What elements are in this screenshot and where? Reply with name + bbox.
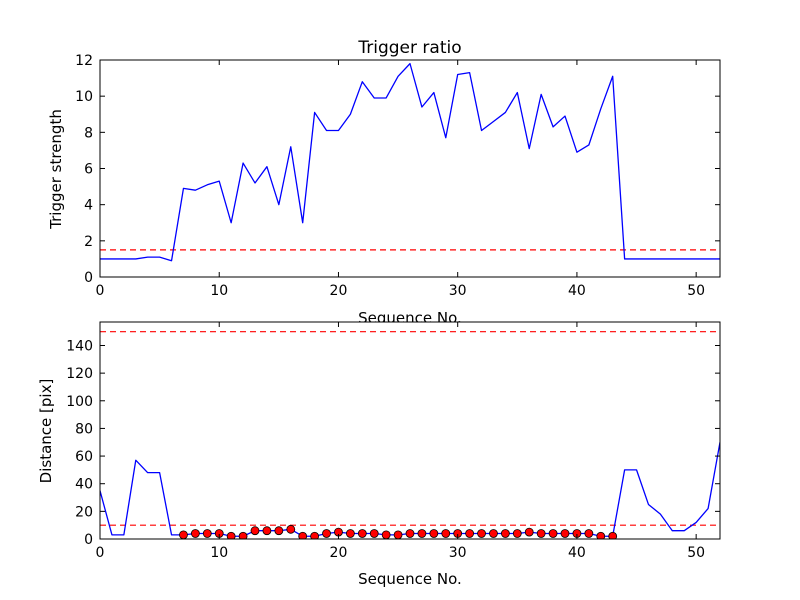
- data-point: [238, 531, 248, 539]
- x-tick-label: 0: [96, 283, 105, 299]
- axes-frame: [99, 321, 721, 540]
- y-tick-label: 120: [66, 366, 93, 382]
- y-tick-label: 4: [84, 198, 93, 214]
- y-axis-label: Distance [pix]: [37, 379, 55, 484]
- y-tick-label: 20: [75, 504, 93, 520]
- data-point: [322, 529, 331, 538]
- data-point: [405, 529, 415, 538]
- data-point: [190, 529, 200, 538]
- data-point: [584, 529, 594, 538]
- data-point: [512, 529, 522, 538]
- data-point: [262, 526, 272, 536]
- x-tick-label: 50: [687, 545, 705, 561]
- y-tick-label: 140: [66, 338, 93, 354]
- data-point: [477, 529, 486, 538]
- y-tick-label: 2: [84, 234, 93, 250]
- chart-distance: 0 10 20 30 40 50 0 20 40 60 80 100 120 140 Sequence No…: [37, 321, 721, 588]
- data-point: [179, 530, 188, 539]
- x-tick-label: 30: [449, 545, 467, 561]
- series-line: [100, 62, 720, 262]
- plot-content: [100, 62, 720, 262]
- data-point: [441, 529, 451, 538]
- data-point: [202, 529, 212, 538]
- x-tick-label: 50: [687, 283, 705, 299]
- data-point: [357, 529, 367, 538]
- x-tick-label: 0: [96, 545, 105, 561]
- data-point: [489, 529, 498, 538]
- x-tick-label: 40: [568, 283, 586, 299]
- x-axis-label: Sequence No.: [358, 570, 462, 588]
- y-tick-label: 40: [75, 477, 93, 493]
- y-tick-label: 80: [75, 421, 93, 437]
- data-point: [250, 526, 260, 536]
- data-point: [536, 529, 546, 538]
- data-point: [500, 529, 510, 538]
- x-tick-label: 20: [330, 545, 348, 561]
- data-point: [524, 527, 534, 537]
- data-point: [548, 529, 558, 538]
- y-tick-label: 8: [84, 125, 93, 141]
- data-point: [226, 531, 236, 539]
- x-tick-label: 40: [568, 545, 586, 561]
- data-point: [286, 524, 296, 534]
- data-point: [465, 529, 475, 538]
- data-point: [417, 529, 427, 538]
- y-tick-label: 10: [75, 89, 93, 105]
- plot-area: [100, 322, 720, 539]
- data-point: [345, 529, 355, 538]
- x-tick-label: 10: [210, 545, 228, 561]
- y-tick-label: 0: [84, 532, 93, 548]
- data-point: [310, 531, 320, 539]
- data-point: [298, 531, 308, 539]
- data-point: [274, 526, 284, 536]
- data-point: [608, 531, 618, 539]
- y-tick-label: 100: [66, 394, 93, 410]
- data-point: [369, 529, 379, 538]
- y-axis-label: Trigger strength: [47, 109, 65, 230]
- x-tick-label: 20: [330, 283, 348, 299]
- data-point: [429, 529, 439, 538]
- y-tick-label: 0: [84, 270, 93, 286]
- data-point: [393, 530, 403, 539]
- y-tick-label: 12: [75, 53, 93, 69]
- plot-content: [100, 331, 720, 539]
- chart-title: Trigger ratio: [357, 38, 461, 58]
- y-tick-label: 60: [75, 449, 93, 465]
- data-point: [596, 531, 606, 539]
- data-point: [381, 530, 391, 539]
- plot-area: [100, 60, 720, 277]
- data-point: [560, 529, 570, 538]
- y-tick-label: 6: [84, 162, 93, 178]
- x-tick-label: 30: [449, 283, 467, 299]
- x-tick-label: 10: [210, 283, 228, 299]
